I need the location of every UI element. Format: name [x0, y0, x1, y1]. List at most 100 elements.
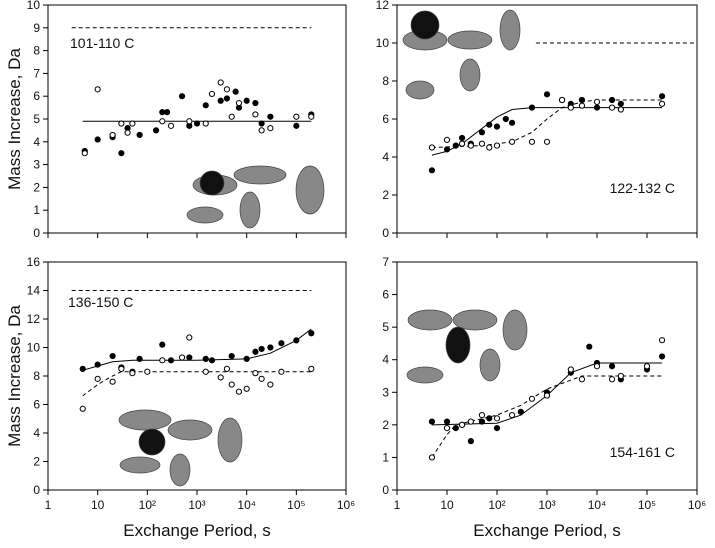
open-point [252, 370, 259, 377]
filled-point [94, 136, 101, 143]
open-point [493, 142, 501, 149]
filled-point [167, 357, 175, 364]
filled-point [293, 122, 300, 129]
open-point [493, 415, 501, 422]
filled-point [608, 96, 616, 104]
protein-image [406, 309, 528, 384]
y-tick-label: 4 [33, 135, 40, 149]
open-point [428, 144, 436, 151]
fit-line [82, 328, 312, 371]
open-point [228, 113, 235, 120]
filled-point [94, 361, 101, 368]
panel-label: 136-150 C [68, 294, 133, 310]
filled-point [159, 341, 166, 348]
open-point [159, 357, 166, 364]
x-tick-label: 10⁶ [337, 498, 355, 512]
filled-point [617, 100, 624, 107]
filled-point [502, 115, 509, 123]
filled-point [267, 344, 274, 351]
filled-point [493, 123, 501, 130]
open-point [94, 86, 101, 93]
y-tick-label: 8 [382, 74, 389, 88]
open-point [608, 376, 616, 383]
open-point [658, 100, 666, 107]
open-point [118, 365, 125, 372]
y-tick-label: 0 [33, 483, 40, 497]
filled-point [428, 418, 436, 425]
open-point [144, 368, 151, 375]
filled-point [109, 352, 116, 360]
open-point [308, 365, 315, 372]
filled-point [136, 131, 143, 139]
open-point [543, 392, 551, 399]
filled-point [508, 119, 516, 126]
filled-point [443, 418, 451, 425]
y-tick-label: 5 [33, 112, 40, 126]
open-point [458, 140, 466, 147]
y-tick-label: 2 [382, 418, 389, 432]
filled-point [658, 93, 666, 100]
y-tick-label: 2 [33, 180, 40, 194]
y-tick-label: 5 [382, 320, 389, 334]
filled-point [228, 352, 235, 360]
filled-point [428, 167, 436, 174]
open-point [443, 136, 451, 143]
x-tick-label: 10³ [188, 498, 205, 512]
filled-point [452, 142, 459, 149]
y-tick-label: 3 [33, 158, 40, 172]
filled-point [79, 365, 86, 372]
filled-point [467, 438, 474, 445]
filled-point [178, 93, 186, 100]
open-point [278, 368, 285, 375]
y-tick-label: 10 [27, 341, 41, 355]
x-axis-label: Exchange Period, s [123, 521, 270, 540]
fit-line [431, 99, 663, 148]
filled-point [217, 97, 224, 104]
filled-point [543, 91, 551, 98]
open-point [467, 142, 474, 149]
protein-image [402, 9, 521, 100]
filled-point [443, 146, 451, 153]
y-tick-label: 0 [33, 226, 40, 240]
y-tick-label: 8 [33, 369, 40, 383]
x-axis-label: Exchange Period, s [473, 521, 620, 540]
open-point [528, 138, 536, 145]
open-point [486, 144, 493, 151]
filled-point [136, 355, 143, 362]
x-tick-label: 10² [139, 498, 156, 512]
open-point [217, 374, 224, 381]
open-point [567, 104, 574, 111]
x-tick-label: 1 [45, 498, 52, 512]
filled-point [258, 345, 265, 353]
open-point [508, 138, 516, 145]
fit-line [82, 371, 312, 397]
x-tick-label: 10⁵ [638, 498, 656, 512]
fit-line [431, 107, 663, 156]
filled-point [658, 353, 666, 360]
y-tick-label: 7 [382, 255, 389, 269]
filled-point [252, 99, 259, 107]
x-tick-label: 10⁶ [688, 498, 706, 512]
filled-point [586, 343, 593, 350]
open-point [508, 411, 516, 419]
filled-point [223, 95, 231, 102]
filled-point [232, 88, 239, 95]
open-point [228, 381, 235, 388]
filled-point [593, 104, 601, 111]
x-tick-label: 10⁴ [588, 498, 607, 512]
y-tick-label: 6 [33, 398, 40, 412]
filled-point [578, 96, 586, 104]
open-point [467, 418, 474, 425]
y-tick-label: 12 [376, 0, 390, 12]
open-point [186, 334, 193, 341]
open-point [79, 405, 86, 412]
y-tick-label: 9 [33, 21, 40, 35]
open-point [129, 370, 136, 377]
filled-point [193, 120, 201, 127]
filled-point [452, 425, 459, 432]
filled-point [493, 425, 501, 432]
filled-point [308, 330, 315, 337]
open-point [543, 138, 551, 145]
x-tick-label: 10² [488, 498, 505, 512]
open-point [267, 125, 274, 132]
